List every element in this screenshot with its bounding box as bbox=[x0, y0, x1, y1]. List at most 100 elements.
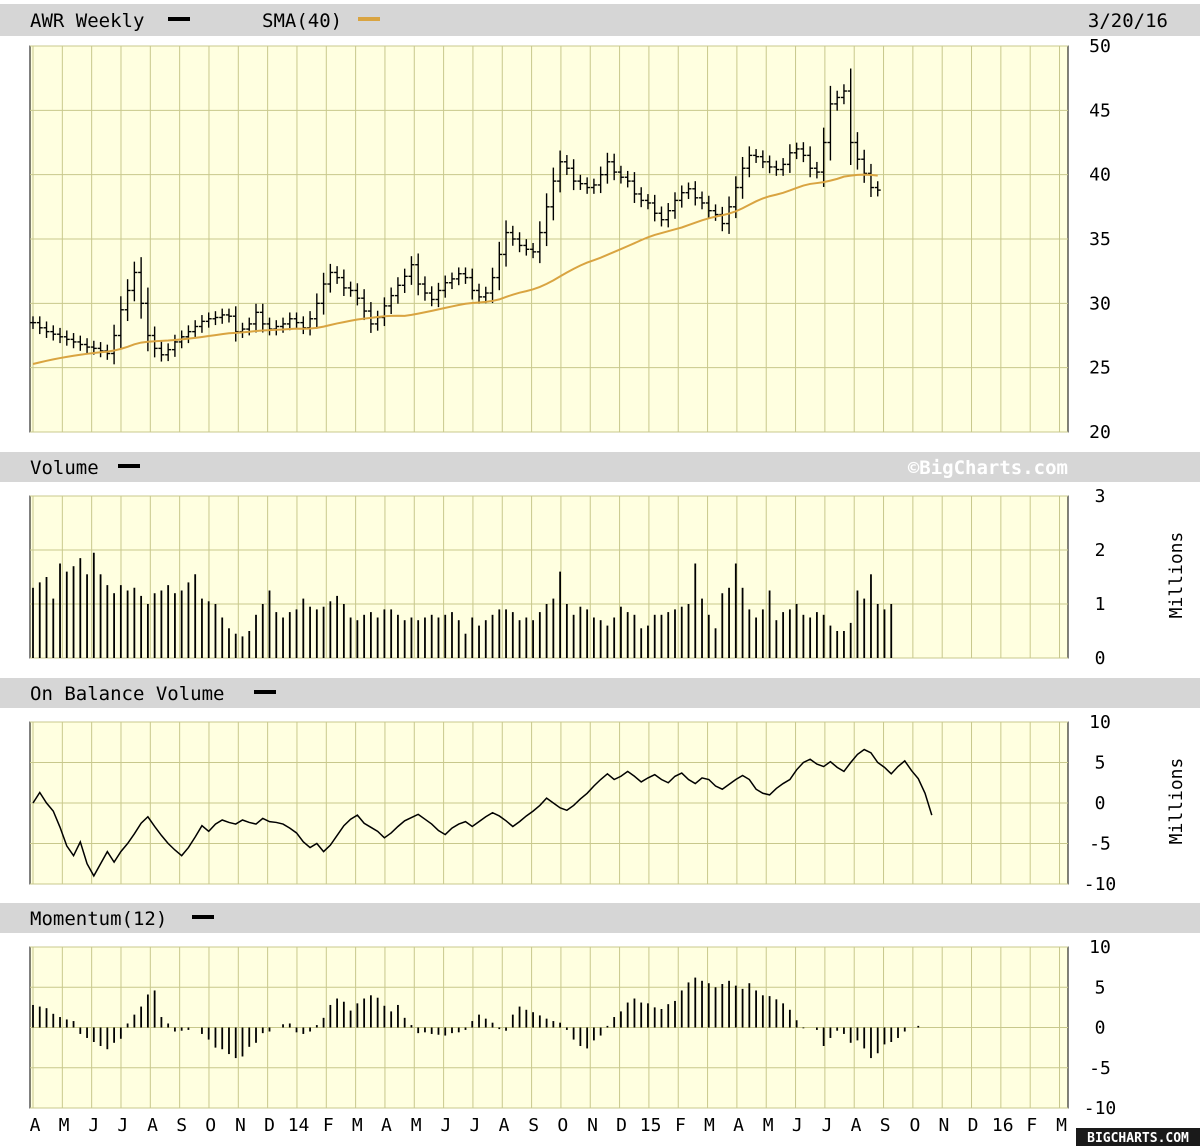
volume-title: Volume bbox=[30, 457, 99, 479]
ohlc-bar bbox=[212, 311, 219, 326]
ohlc-bar bbox=[455, 267, 462, 286]
ohlc-bar bbox=[158, 341, 165, 362]
ohlc-bar bbox=[793, 142, 800, 160]
momentum-y-tick-label: -10 bbox=[1084, 1098, 1117, 1119]
ohlc-bar bbox=[30, 316, 36, 329]
ohlc-bar bbox=[293, 312, 300, 329]
x-tick-label: A bbox=[851, 1115, 862, 1136]
ohlc-bar bbox=[638, 187, 645, 208]
footer-logo: BIGCHARTS.COM bbox=[1087, 1131, 1189, 1146]
ohlc-bar bbox=[800, 142, 807, 163]
x-tick-label: M bbox=[763, 1115, 774, 1136]
ohlc-bar bbox=[699, 191, 706, 210]
ohlc-bar bbox=[63, 330, 70, 346]
ohlc-bar bbox=[644, 194, 651, 210]
x-tick-label: A bbox=[147, 1115, 158, 1136]
momentum-panel: -10 -5 0 5 10 bbox=[29, 937, 1117, 1119]
momentum-y-tick-label: 10 bbox=[1089, 937, 1111, 958]
momentum-y-tick-label: -5 bbox=[1089, 1058, 1111, 1079]
obv-y-tick-label: 5 bbox=[1095, 753, 1106, 774]
ohlc-bar bbox=[624, 170, 631, 188]
x-tick-label: J bbox=[792, 1115, 803, 1136]
momentum-title-band bbox=[0, 903, 1200, 933]
ohlc-bar bbox=[334, 266, 341, 284]
ohlc-bar bbox=[530, 242, 537, 259]
ohlc-bar bbox=[651, 194, 658, 222]
x-tick-label: 14 bbox=[288, 1115, 310, 1136]
ohlc-bar bbox=[604, 152, 611, 184]
sma-legend-label: SMA(40) bbox=[262, 10, 342, 32]
momentum-y-tick-label: 5 bbox=[1095, 977, 1106, 998]
momentum-bars bbox=[32, 977, 920, 1059]
obv-unit-label: Millions bbox=[1166, 758, 1187, 845]
ohlc-bar bbox=[219, 308, 226, 324]
ohlc-bar bbox=[557, 150, 564, 193]
x-tick-label: N bbox=[587, 1115, 598, 1136]
ohlc-bar bbox=[70, 333, 77, 349]
volume-y-tick-label: 0 bbox=[1095, 648, 1106, 669]
ohlc-bar bbox=[482, 286, 489, 304]
price-y-tick-label: 45 bbox=[1089, 100, 1111, 121]
ohlc-bar bbox=[753, 149, 760, 163]
ohlc-bar bbox=[36, 316, 43, 335]
x-tick-label: N bbox=[939, 1115, 950, 1136]
x-tick-label: M bbox=[352, 1115, 363, 1136]
price-y-tick-label: 20 bbox=[1089, 422, 1111, 443]
ohlc-bar bbox=[813, 161, 820, 179]
obv-title: On Balance Volume bbox=[30, 683, 224, 705]
ohlc-bar bbox=[313, 293, 320, 329]
ohlc-bar bbox=[84, 338, 91, 354]
ohlc-bar bbox=[97, 342, 104, 358]
x-tick-label: M bbox=[411, 1115, 422, 1136]
x-tick-label: S bbox=[176, 1115, 187, 1136]
ohlc-bar bbox=[138, 257, 145, 319]
price-y-tick-label: 50 bbox=[1089, 36, 1111, 57]
ohlc-bar bbox=[57, 327, 64, 344]
ohlc-bar bbox=[786, 144, 793, 173]
volume-plot-area bbox=[29, 495, 1069, 659]
ohlc-bar bbox=[563, 155, 570, 175]
x-tick-label: S bbox=[880, 1115, 891, 1136]
momentum-legend-swatch bbox=[192, 915, 214, 919]
ohlc-bar bbox=[111, 324, 118, 365]
ohlc-bar bbox=[874, 181, 881, 197]
ohlc-bar bbox=[320, 272, 327, 315]
ohlc-bar bbox=[43, 321, 50, 338]
ohlc-bar bbox=[476, 283, 483, 304]
ohlc-bar bbox=[746, 146, 753, 178]
volume-title-band bbox=[0, 452, 1200, 482]
ohlc-bar bbox=[171, 334, 178, 357]
ohlc-bar bbox=[496, 241, 503, 291]
ohlc-bar bbox=[759, 150, 766, 169]
ohlc-bar bbox=[144, 287, 151, 352]
ohlc-bar bbox=[394, 277, 401, 304]
watermark: ©BigCharts.com bbox=[908, 457, 1068, 479]
ohlc-bar bbox=[685, 182, 692, 199]
ohlc-bar bbox=[550, 167, 557, 221]
volume-legend-swatch bbox=[118, 464, 140, 468]
volume-y-tick-label: 1 bbox=[1095, 594, 1106, 615]
ohlc-bar bbox=[807, 146, 814, 178]
volume-unit-label: Millions bbox=[1166, 532, 1187, 619]
price-bars bbox=[30, 68, 881, 365]
ohlc-bar bbox=[354, 283, 361, 306]
obv-panel: -10 -5 0 5 10 bbox=[29, 712, 1117, 895]
ohlc-bar bbox=[165, 343, 172, 362]
x-tick-label: M bbox=[59, 1115, 70, 1136]
price-panel: 20 25 30 35 40 45 50 bbox=[29, 36, 1111, 443]
obv-y-tick-label: -10 bbox=[1084, 874, 1117, 895]
ohlc-bar bbox=[415, 253, 422, 296]
obv-y-tick-label: 10 bbox=[1089, 712, 1111, 733]
ohlc-bar bbox=[773, 160, 780, 176]
ohlc-bar bbox=[523, 239, 530, 256]
x-tick-label: F bbox=[1026, 1115, 1037, 1136]
footer-logo-bg bbox=[1076, 1128, 1200, 1146]
volume-y-tick-label: 3 bbox=[1095, 486, 1106, 507]
x-tick-label: F bbox=[323, 1115, 334, 1136]
x-tick-label: S bbox=[528, 1115, 539, 1136]
momentum-y-tick-label: 0 bbox=[1095, 1018, 1106, 1039]
obv-line bbox=[32, 748, 933, 878]
ohlc-bar bbox=[584, 177, 591, 194]
ohlc-bar bbox=[658, 206, 665, 227]
ohlc-bar bbox=[631, 172, 638, 203]
